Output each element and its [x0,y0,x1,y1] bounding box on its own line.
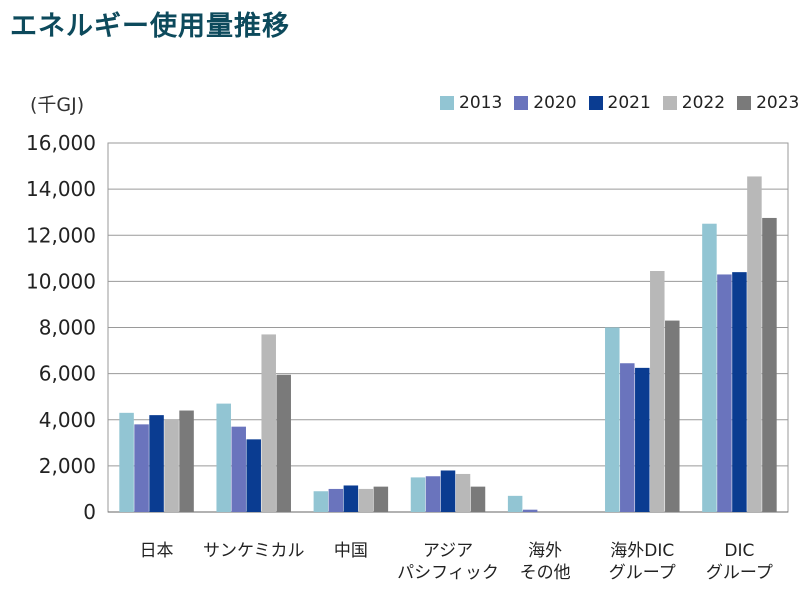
bar-2020-0 [134,424,149,512]
legend-swatch [588,96,603,110]
bar-2022-3 [455,473,471,512]
bar-2023-2 [373,486,389,512]
legend-item-2021: 2021 [588,93,651,113]
y-tick-label: 6,000 [39,362,96,386]
bar-2020-1 [231,426,246,512]
bar-2021-1 [246,439,261,512]
bar-2013-5 [605,327,620,512]
bar-2013-1 [216,403,231,512]
bar-2020-4 [522,509,538,512]
bar-2021-0 [149,415,164,512]
y-tick-label: 10,000 [26,269,96,293]
bar-2022-6 [747,176,762,513]
legend-swatch [662,96,677,110]
y-tick-label: 2,000 [39,454,96,478]
x-tick-label: グループ [706,563,773,583]
x-tick-label: グループ [609,563,676,583]
y-tick-label: 8,000 [39,316,96,340]
bar-2013-2 [313,491,329,512]
y-tick-label: 4,000 [39,408,96,432]
bar-2013-0 [119,412,134,512]
y-axis-unit-label: (千GJ) [30,94,85,116]
y-tick-label: 14,000 [26,177,96,201]
legend: 2013 2020 2021 2022 2023 [440,93,799,113]
x-tick-label: 海外 [528,541,562,561]
legend-swatch [514,96,529,110]
bar-2021-6 [732,272,747,512]
bar-2023-3 [470,486,486,512]
bar-2023-5 [665,320,680,512]
x-tick-label: その他 [520,563,571,583]
bar-2013-4 [507,495,523,512]
bar-2023-6 [762,217,777,512]
x-tick-label: パシフィック [397,563,499,583]
legend-label: 2020 [533,93,577,113]
bar-2022-1 [261,334,276,512]
x-tick-label: 海外DIC [610,541,674,561]
bar-2023-0 [179,410,194,512]
y-tick-label: 16,000 [26,131,96,155]
bar-2023-1 [276,374,291,512]
x-tick-label: アジア [423,541,473,561]
bar-2020-5 [620,363,635,512]
legend-swatch [737,96,752,110]
bar-2020-2 [328,488,344,512]
x-tick-label: DIC [724,541,754,561]
bar-2021-3 [440,470,456,512]
legend-item-2013: 2013 [440,93,502,113]
legend-item-2020: 2020 [514,93,577,113]
legend-label: 2021 [607,93,651,113]
legend-swatch [440,96,454,110]
x-tick-label: 中国 [334,541,368,561]
bar-2013-6 [702,223,717,512]
bar-2022-0 [164,419,179,512]
legend-item-2022: 2022 [662,93,726,113]
legend-label: 2013 [459,93,503,113]
x-tick-label: 日本 [140,541,174,561]
y-tick-label: 12,000 [26,223,96,247]
x-tick-label: サンケミカル [203,541,305,561]
bar-2020-3 [425,476,441,512]
legend-label: 2022 [681,93,726,113]
bar-2021-2 [343,485,359,512]
bar-2020-6 [717,274,732,512]
legend-label: 2023 [756,93,800,113]
chart-title: エネルギー使用量推移 [10,11,290,42]
bar-2021-5 [635,367,650,512]
bar-2022-5 [650,270,665,512]
y-tick-label: 0 [83,500,96,524]
bar-2022-2 [358,488,374,512]
bar-2013-3 [410,477,426,512]
legend-item-2023: 2023 [737,93,799,113]
